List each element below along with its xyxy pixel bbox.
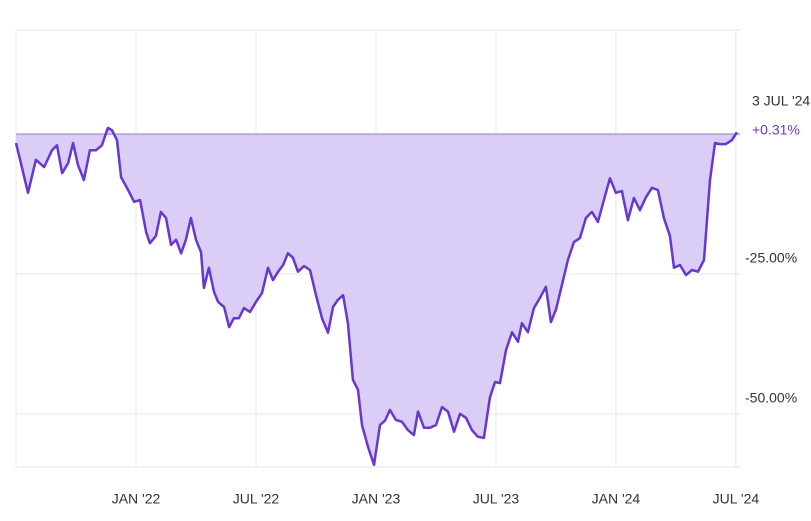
annotation-date: 3 JUL '24 xyxy=(752,93,810,109)
y-tick-label: -25.00% xyxy=(745,250,797,266)
x-tick-label: JUL '23 xyxy=(473,491,520,507)
line xyxy=(14,126,738,467)
y-tick-label: -50.00% xyxy=(745,390,797,406)
x-tick-label: JUL '22 xyxy=(233,491,280,507)
annotation-value: +0.31% xyxy=(752,122,800,138)
x-tick-label: JAN '23 xyxy=(352,491,401,507)
x-tick-label: JAN '22 xyxy=(112,491,161,507)
x-tick-label: JAN '24 xyxy=(592,491,641,507)
x-tick-label: JUL '24 xyxy=(713,491,760,507)
area-fill xyxy=(16,127,737,465)
